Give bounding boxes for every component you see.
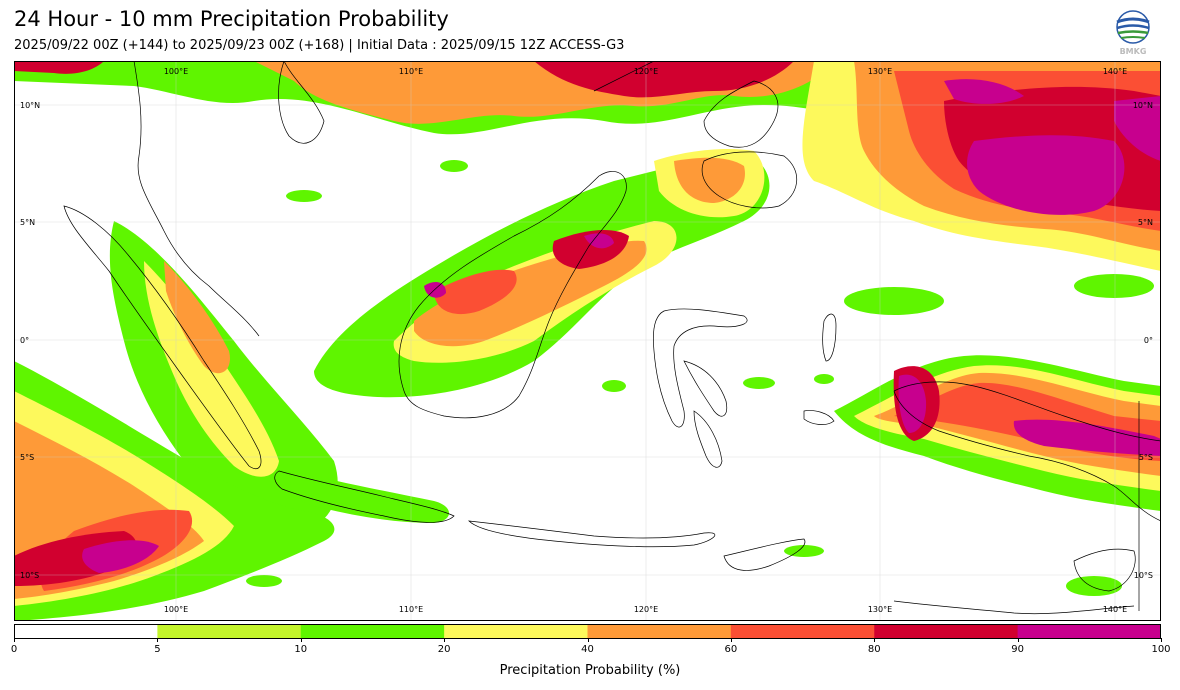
- lat-label-10s: 10°S: [20, 571, 39, 580]
- lat-label-10n: 10°N: [20, 101, 40, 110]
- latitude-labels-right: 10°N 5°N 0° 5°S 10°S: [1133, 101, 1153, 580]
- lat-label-right-0: 0°: [1144, 336, 1153, 345]
- colorbar-tick-label: 20: [437, 644, 451, 655]
- colorbar-segment: [587, 624, 732, 639]
- longitude-labels-top: 100°E 110°E 120°E 130°E 140°E: [164, 67, 1127, 76]
- colorbar-tick-label: 90: [1011, 644, 1024, 655]
- lon-label-130: 130°E: [868, 67, 892, 76]
- precipitation-map: 100°E 110°E 120°E 130°E 140°E 100°E 110°…: [14, 61, 1161, 621]
- lon-label-100: 100°E: [164, 67, 188, 76]
- lat-label-5s: 5°S: [20, 453, 34, 462]
- gridlines: [14, 61, 1161, 621]
- colorbar-tick-label: 40: [581, 644, 594, 655]
- probability-field: [14, 61, 1161, 621]
- colorbar-segment: [14, 624, 158, 639]
- lon-label-bottom-110: 110°E: [399, 605, 423, 614]
- lon-label-110: 110°E: [399, 67, 423, 76]
- lat-label-right-10n: 10°N: [1133, 101, 1153, 110]
- colorbar-tick-mark: [874, 638, 876, 642]
- colorbar-tick-mark: [730, 638, 732, 642]
- lat-label-right-5s: 5°S: [1139, 453, 1153, 462]
- colorbar: [14, 624, 1161, 639]
- logo-text: BMKG: [1120, 47, 1147, 56]
- colorbar-tick-label: 0: [10, 644, 18, 655]
- lon-label-140: 140°E: [1103, 67, 1127, 76]
- colorbar-label: Precipitation Probability (%): [499, 663, 681, 678]
- lon-label-bottom-100: 100°E: [164, 605, 188, 614]
- map-frame: [14, 61, 1161, 621]
- longitude-labels-bottom: 100°E 110°E 120°E 130°E 140°E: [164, 605, 1127, 614]
- lon-label-120: 120°E: [634, 67, 658, 76]
- lon-label-bottom-130: 130°E: [868, 605, 892, 614]
- colorbar-tick-mark: [1161, 638, 1162, 642]
- lon-label-bottom-140: 140°E: [1103, 605, 1127, 614]
- colorbar-tick-mark: [587, 638, 589, 642]
- chart-subtitle: 2025/09/22 00Z (+144) to 2025/09/23 00Z …: [14, 38, 625, 53]
- colorbar-tick-mark: [444, 638, 446, 642]
- colorbar-tick-mark: [1017, 638, 1019, 642]
- colorbar-segment: [874, 624, 1019, 639]
- colorbar-tick-label: 60: [724, 644, 738, 655]
- latitude-labels-left: 10°N 5°N 0° 5°S 10°S: [20, 101, 40, 580]
- chart-title: 24 Hour - 10 mm Precipitation Probabilit…: [14, 7, 449, 31]
- lat-label-5n: 5°N: [20, 218, 35, 227]
- bmkg-logo-icon: BMKG: [1116, 10, 1150, 56]
- colorbar-tick-label: 80: [867, 644, 881, 655]
- colorbar-tick-mark: [300, 638, 302, 642]
- colorbar-segment: [300, 624, 445, 639]
- colorbar-tick-mark: [157, 638, 159, 642]
- colorbar-segment: [730, 624, 875, 639]
- colorbar-tick-label: 5: [154, 644, 161, 655]
- lat-label-0: 0°: [20, 336, 29, 345]
- colorbar-segment: [157, 624, 302, 639]
- coastlines: [63, 61, 1161, 615]
- colorbar-tick-label: 10: [294, 644, 308, 655]
- lon-label-bottom-120: 120°E: [634, 605, 658, 614]
- colorbar-ticks: 0 5 10 20 40 60 80 90 100: [10, 638, 1171, 661]
- colorbar-segment: [1017, 624, 1161, 639]
- lat-label-right-10s: 10°S: [1134, 571, 1153, 580]
- colorbar-tick-mark: [14, 638, 15, 642]
- colorbar-segment: [444, 624, 589, 639]
- lat-label-right-5n: 5°N: [1138, 218, 1153, 227]
- colorbar-tick-label: 100: [1151, 644, 1171, 655]
